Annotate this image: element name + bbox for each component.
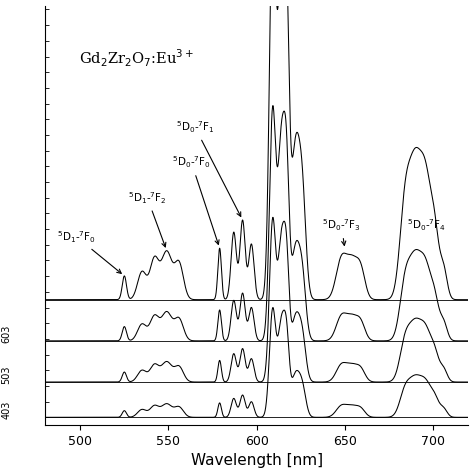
Text: $^5$D$_0$-$^7$F$_3$: $^5$D$_0$-$^7$F$_3$ xyxy=(322,218,361,246)
Text: $^5$D$_0$-$^7$F$_4$: $^5$D$_0$-$^7$F$_4$ xyxy=(407,218,446,233)
X-axis label: Wavelength [nm]: Wavelength [nm] xyxy=(191,454,323,468)
Text: Gd$_2$Zr$_2$O$_7$:Eu$^{3+}$: Gd$_2$Zr$_2$O$_7$:Eu$^{3+}$ xyxy=(79,47,193,69)
Text: $^5$D$_0$-$^7$F$_0$: $^5$D$_0$-$^7$F$_0$ xyxy=(172,155,219,245)
Text: $^5$D$_0$-$^7$F$_2$: $^5$D$_0$-$^7$F$_2$ xyxy=(0,473,1,474)
Text: 503: 503 xyxy=(1,365,11,384)
Text: 603: 603 xyxy=(1,324,11,343)
Text: 403: 403 xyxy=(1,401,11,419)
Text: $^5$D$_1$-$^7$F$_0$: $^5$D$_1$-$^7$F$_0$ xyxy=(57,229,121,273)
Text: $^5$D$_0$-$^7$F$_1$: $^5$D$_0$-$^7$F$_1$ xyxy=(175,119,241,217)
Text: $^5$D$_1$-$^7$F$_2$: $^5$D$_1$-$^7$F$_2$ xyxy=(128,190,167,247)
